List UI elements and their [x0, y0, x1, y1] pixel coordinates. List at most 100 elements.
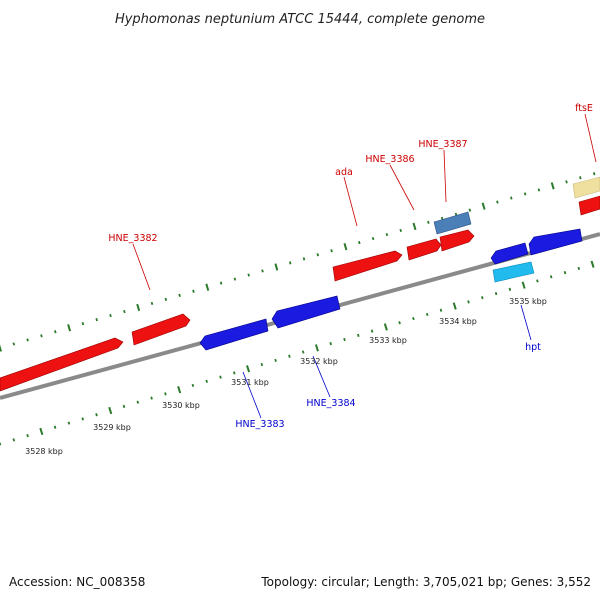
- minor-tick: [425, 312, 429, 317]
- minor-tick: [150, 396, 153, 400]
- minor-tick: [371, 236, 375, 241]
- minor-tick: [233, 371, 236, 375]
- gene-label-hne-3386[interactable]: HNE_3386: [365, 154, 414, 165]
- major-tick: [246, 365, 251, 373]
- major-tick: [0, 344, 2, 352]
- minor-tick: [496, 200, 499, 204]
- scale-label: 3535 kbp: [509, 297, 547, 306]
- gene-reverse-arrow[interactable]: [490, 242, 529, 265]
- minor-tick: [468, 208, 472, 212]
- minor-tick: [427, 220, 430, 224]
- gene-label-hpt[interactable]: hpt: [525, 342, 541, 353]
- minor-tick: [67, 421, 71, 425]
- minor-tick: [123, 309, 126, 314]
- gene-hne-3382-arrow[interactable]: [131, 313, 191, 346]
- ticks-inner: [0, 260, 595, 446]
- gene-labels: HNE_3382 ada HNE_3386 HNE_3387 ftsE HNE_…: [108, 103, 593, 430]
- minor-tick: [219, 375, 222, 379]
- minor-tick: [205, 379, 208, 383]
- accession-text: Accession: NC_008358: [9, 575, 145, 589]
- gene-label-hne-3383[interactable]: HNE_3383: [235, 419, 284, 430]
- minor-tick: [54, 330, 57, 334]
- other-features: [433, 176, 600, 283]
- minor-tick: [26, 434, 29, 438]
- gene-hne-3387-arrow[interactable]: [439, 229, 475, 252]
- feature-khaki-box[interactable]: [572, 176, 600, 199]
- leader-line-hpt: [520, 304, 532, 341]
- minor-tick: [81, 417, 84, 421]
- minor-tick: [122, 404, 126, 408]
- minor-tick: [565, 180, 568, 184]
- minor-tick: [592, 172, 596, 176]
- minor-tick: [537, 188, 541, 192]
- major-tick: [412, 222, 417, 231]
- minor-tick: [12, 342, 16, 346]
- genome-title: Hyphomonas neptunium ATCC 15444, complet…: [115, 12, 485, 27]
- gene-hne-3384-arrow[interactable]: [271, 295, 341, 329]
- gene-reverse-arrow[interactable]: [528, 228, 583, 256]
- gene-ftse-arrow[interactable]: [578, 195, 600, 216]
- major-tick: [136, 303, 141, 312]
- minor-tick: [385, 232, 389, 237]
- minor-tick: [274, 358, 277, 362]
- minor-tick: [95, 318, 98, 322]
- gene-hne-3386-arrow[interactable]: [406, 238, 442, 261]
- gene-label-ada[interactable]: ada: [335, 167, 353, 178]
- minor-tick: [510, 196, 513, 200]
- gene-label-hne-3387[interactable]: HNE_3387: [418, 139, 467, 150]
- scale-label: 3532 kbp: [300, 357, 338, 366]
- gene-forward-arrow[interactable]: [0, 337, 124, 392]
- gene-label-hne-3384[interactable]: HNE_3384: [306, 398, 355, 409]
- scale-label: 3533 kbp: [369, 336, 407, 345]
- forward-genes: [0, 195, 600, 392]
- leader-line-hne-3383: [242, 371, 262, 419]
- leader-line-hne-3387: [443, 149, 447, 203]
- minor-tick: [357, 333, 360, 337]
- feature-steelblue-box[interactable]: [433, 211, 472, 235]
- major-tick: [590, 260, 595, 268]
- major-tick: [550, 182, 555, 190]
- minor-tick: [40, 334, 43, 338]
- minor-tick: [81, 322, 85, 326]
- gene-label-ftse[interactable]: ftsE: [575, 103, 593, 114]
- minor-tick: [508, 287, 512, 291]
- minor-tick: [579, 176, 582, 180]
- leader-line-hne-3384: [312, 355, 331, 398]
- minor-tick: [343, 337, 346, 342]
- scale-label: 3530 kbp: [162, 401, 200, 410]
- gene-hne-3383-arrow[interactable]: [199, 318, 269, 351]
- minor-tick: [261, 269, 264, 273]
- major-tick: [343, 243, 348, 251]
- minor-tick: [370, 329, 374, 333]
- scale-labels: 3528 kbp 3529 kbp 3530 kbp 3531 kbp 3532…: [25, 297, 547, 456]
- major-tick: [205, 283, 210, 291]
- minor-tick: [481, 296, 484, 300]
- feature-hpt-box[interactable]: [492, 261, 535, 283]
- minor-tick: [260, 362, 264, 367]
- minor-tick: [192, 289, 195, 293]
- minor-tick: [399, 228, 402, 233]
- major-tick: [39, 427, 44, 436]
- minor-tick: [288, 354, 291, 358]
- major-tick: [314, 344, 319, 352]
- ticks-outer: [0, 172, 596, 352]
- minor-tick: [563, 271, 567, 275]
- gene-ada-arrow[interactable]: [332, 250, 403, 282]
- leader-line-ada: [343, 176, 358, 227]
- minor-tick: [136, 400, 140, 404]
- minor-tick: [523, 192, 527, 196]
- genome-summary-text: Topology: circular; Length: 3,705,021 bp…: [260, 575, 591, 589]
- minor-tick: [219, 281, 223, 285]
- minor-tick: [12, 438, 16, 442]
- minor-tick: [398, 321, 401, 325]
- minor-tick: [549, 275, 553, 279]
- minor-tick: [440, 216, 444, 220]
- major-tick: [108, 406, 113, 415]
- leader-line-hne-3382: [132, 243, 151, 291]
- gene-label-hne-3382[interactable]: HNE_3382: [108, 233, 157, 244]
- major-tick: [481, 202, 486, 210]
- minor-tick: [358, 241, 361, 245]
- minor-tick: [178, 293, 181, 297]
- minor-tick: [577, 266, 581, 271]
- minor-tick: [329, 342, 332, 346]
